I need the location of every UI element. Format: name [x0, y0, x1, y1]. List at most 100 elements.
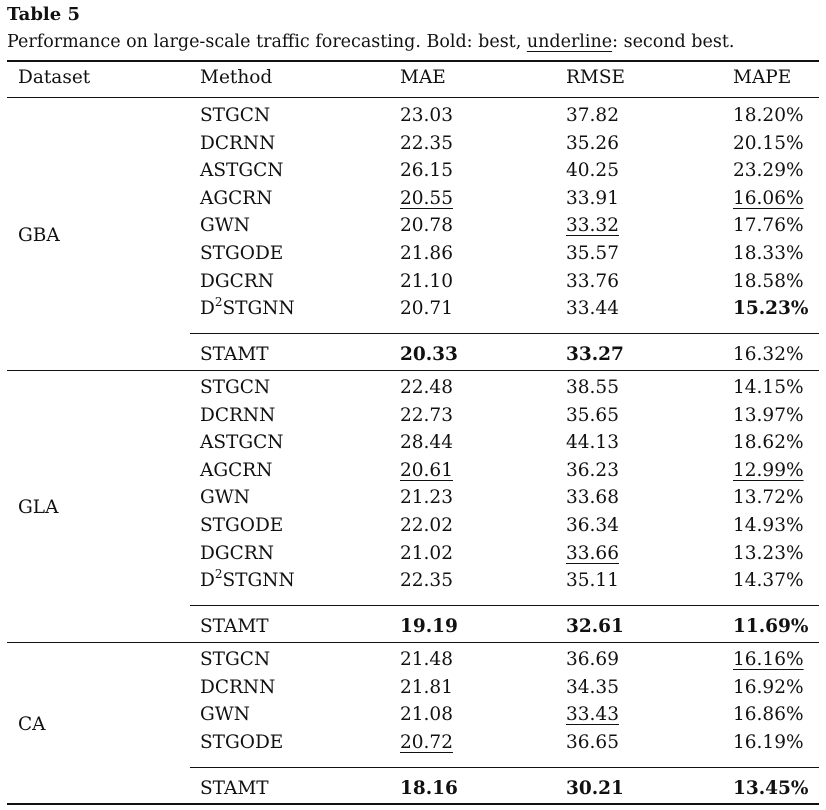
cell-rmse: 33.68 [566, 487, 619, 509]
method-separator-rule [190, 605, 819, 606]
cell-rmse: 35.65 [566, 404, 619, 426]
cell-mae-underlined: 20.61 [400, 459, 453, 481]
cell-dataset: GLA [18, 496, 59, 518]
method-suffix: STGNN [222, 298, 295, 320]
method-name: D [200, 570, 215, 592]
header-mae: MAE [400, 67, 446, 88]
cell-method: DCRNN [200, 404, 276, 426]
cell-mape-underlined: 16.16% [733, 649, 804, 670]
cell-dataset: CA [18, 713, 46, 735]
cell-mape: 17.76% [733, 215, 804, 237]
cell-method: D2STGNN [200, 295, 295, 321]
cell-rmse: 33.43 [566, 703, 619, 727]
caption-text: Performance on large-scale traffic forec… [7, 32, 527, 52]
cell-mae: 20.71 [400, 298, 453, 320]
cell-mape: 14.93% [733, 515, 804, 536]
cell-mape-underlined: 12.99% [733, 459, 804, 481]
cell-rmse: 35.26 [566, 132, 619, 154]
cell-mape: 16.19% [733, 731, 804, 753]
cell-rmse-underlined: 33.43 [566, 704, 619, 726]
cell-mape: 23.29% [733, 160, 804, 182]
cell-mae: 21.48 [400, 649, 453, 670]
cell-method: GWN [200, 704, 250, 726]
cell-method: STGODE [200, 243, 284, 264]
cell-mae: 28.44 [400, 432, 453, 454]
cell-method: STAMT [200, 344, 269, 365]
cell-mae: 22.48 [400, 377, 453, 398]
cell-method: STAMT [200, 778, 269, 799]
method-superscript: 2 [214, 295, 223, 310]
cell-rmse: 34.35 [566, 676, 619, 698]
method-separator-rule [190, 333, 819, 334]
cell-method: DGCRN [200, 542, 274, 564]
header-dataset: Dataset [18, 67, 91, 88]
cell-method: STGODE [200, 515, 284, 536]
cell-mape: 13.72% [733, 487, 804, 509]
header-rule [7, 97, 819, 98]
cell-mape: 14.37% [733, 570, 804, 592]
cell-method: DGCRN [200, 270, 274, 292]
cell-method: STGODE [200, 731, 284, 753]
cell-method: GWN [200, 215, 250, 237]
cell-rmse: 33.27 [566, 344, 624, 365]
cell-mae: 20.72 [400, 731, 453, 755]
cell-dataset: GBA [18, 224, 60, 246]
cell-mae: 20.61 [400, 459, 453, 483]
cell-rmse: 33.66 [566, 542, 619, 566]
cell-rmse-underlined: 33.66 [566, 542, 619, 564]
cell-mape: 13.45% [733, 778, 809, 799]
header-rmse: RMSE [566, 67, 626, 88]
cell-mape: 13.23% [733, 542, 804, 564]
cell-method: STAMT [200, 616, 269, 637]
cell-mae: 22.02 [400, 515, 453, 536]
cell-rmse: 33.76 [566, 270, 619, 292]
table-caption: Performance on large-scale traffic forec… [7, 31, 734, 53]
cell-rmse: 37.82 [566, 105, 619, 126]
cell-rmse: 44.13 [566, 432, 619, 454]
cell-mae: 22.35 [400, 570, 453, 592]
cell-rmse-underlined: 33.32 [566, 215, 619, 237]
table-title: Table 5 [7, 4, 81, 25]
cell-mae-underlined: 20.55 [400, 187, 453, 209]
method-suffix: STGNN [222, 570, 295, 592]
cell-rmse: 33.32 [566, 214, 619, 238]
cell-rmse: 40.25 [566, 160, 619, 182]
cell-method: GWN [200, 487, 250, 509]
cell-rmse: 36.23 [566, 459, 619, 481]
cell-method: STGCN [200, 649, 271, 670]
cell-mape: 18.33% [733, 243, 804, 264]
cell-method: AGCRN [200, 459, 273, 481]
cell-mape: 18.62% [733, 432, 804, 454]
cell-rmse: 33.91 [566, 187, 619, 209]
cell-mape: 20.15% [733, 132, 804, 154]
cell-mae: 20.55 [400, 187, 453, 211]
group-rule [7, 803, 819, 805]
cell-method: ASTGCN [200, 160, 284, 182]
cell-method: ASTGCN [200, 432, 284, 454]
cell-rmse: 30.21 [566, 778, 624, 799]
cell-mae: 22.73 [400, 404, 453, 426]
cell-mape-underlined: 16.06% [733, 187, 804, 209]
cell-mape: 12.99% [733, 459, 804, 483]
group-rule [7, 370, 819, 371]
cell-rmse: 33.44 [566, 298, 619, 320]
cell-method: DCRNN [200, 676, 276, 698]
group-rule [7, 642, 819, 643]
cell-method: DCRNN [200, 132, 276, 154]
cell-rmse: 36.34 [566, 515, 619, 536]
cell-mae: 20.78 [400, 215, 453, 237]
cell-method: STGCN [200, 105, 271, 126]
cell-mape: 16.32% [733, 344, 804, 365]
cell-mape: 14.15% [733, 377, 804, 398]
cell-mae: 19.19 [400, 616, 458, 637]
cell-mae: 18.16 [400, 778, 458, 799]
cell-mape: 16.92% [733, 676, 804, 698]
cell-mae: 21.08 [400, 704, 453, 726]
cell-mape: 13.97% [733, 404, 804, 426]
caption-text-end: : second best. [612, 32, 735, 52]
cell-mape: 15.23% [733, 298, 809, 320]
cell-mae: 21.02 [400, 542, 453, 564]
cell-mape: 16.16% [733, 648, 804, 672]
cell-mae: 23.03 [400, 105, 453, 126]
